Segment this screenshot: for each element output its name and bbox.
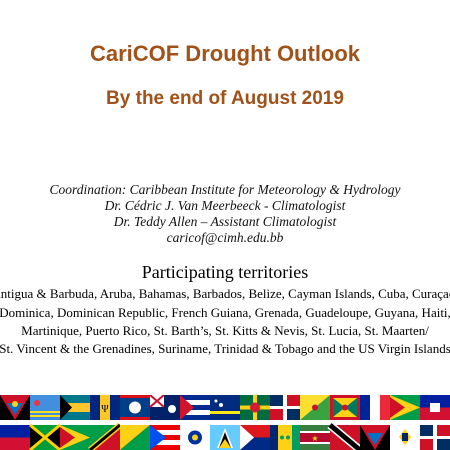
flag-cuba-icon: [180, 395, 210, 420]
page-title: CariCOF Drought Outlook: [89, 41, 361, 66]
flag-jamaica-icon: [29, 423, 61, 450]
flags-banner: Ψ ★: [0, 395, 450, 450]
territories-line: Martinique, Puerto Rico, St. Barth’s, St…: [21, 323, 429, 338]
contact-email: caricof@cimh.edu.bb: [166, 230, 284, 245]
svg-text:★: ★: [311, 434, 318, 443]
flag-dominican-2-icon: [420, 425, 450, 450]
territories-line: St. Vincent & the Grenadines, Suriname, …: [0, 341, 450, 356]
flag-st-maarten-icon: [240, 425, 270, 450]
flag-haiti-icon: [420, 395, 450, 420]
flag-antigua-2-icon: [360, 425, 390, 450]
assistant-climatologist-line: Dr. Teddy Allen – Assistant Climatologis…: [113, 214, 337, 229]
flag-st-barth-icon: [180, 425, 210, 450]
flag-barbados-icon: Ψ: [90, 395, 120, 420]
flag-st-lucia-icon: [210, 425, 240, 450]
flag-belize-2-icon: [120, 425, 150, 450]
territories-line: Dominica, Dominican Republic, French Gui…: [0, 305, 450, 320]
flag-guyana-2-icon: [60, 425, 90, 450]
flag-kitts-icon: [88, 422, 122, 450]
flag-suriname-icon: ★: [300, 425, 330, 450]
page-subtitle: By the end of August 2019: [106, 88, 344, 109]
flag-guyana-icon: [390, 395, 420, 420]
flag-belize-icon: [120, 395, 150, 420]
coordination-line: Coordination: Caribbean Institute for Me…: [49, 182, 401, 197]
flag-trinidad-icon: [327, 421, 363, 450]
territories-line: Antigua & Barbuda, Aruba, Bahamas, Barba…: [0, 286, 450, 301]
flag-haiti-small-icon: [0, 425, 30, 450]
flag-bahamas-icon: [60, 395, 90, 420]
flag-antigua-icon: [0, 395, 30, 420]
svg-text:Ψ: Ψ: [101, 404, 109, 415]
flag-dominica-icon: [240, 395, 270, 420]
flag-puerto-rico-icon: [150, 425, 180, 450]
flag-guadeloupe-icon: [360, 395, 390, 420]
flag-aruba-icon: [30, 395, 60, 420]
flag-svg-icon: [270, 425, 300, 450]
flag-grenada-icon: [330, 395, 360, 420]
flag-dominican-icon: [270, 395, 300, 420]
climatologist-line: Dr. Cédric J. Van Meerbeeck - Climatolog…: [104, 198, 346, 213]
flag-french-guiana-icon: [300, 395, 330, 420]
flag-usvi-icon: [390, 425, 420, 450]
flag-curacao-icon: [210, 395, 240, 420]
participating-heading: Participating territories: [141, 262, 309, 282]
flag-cayman-icon: [149, 395, 180, 420]
